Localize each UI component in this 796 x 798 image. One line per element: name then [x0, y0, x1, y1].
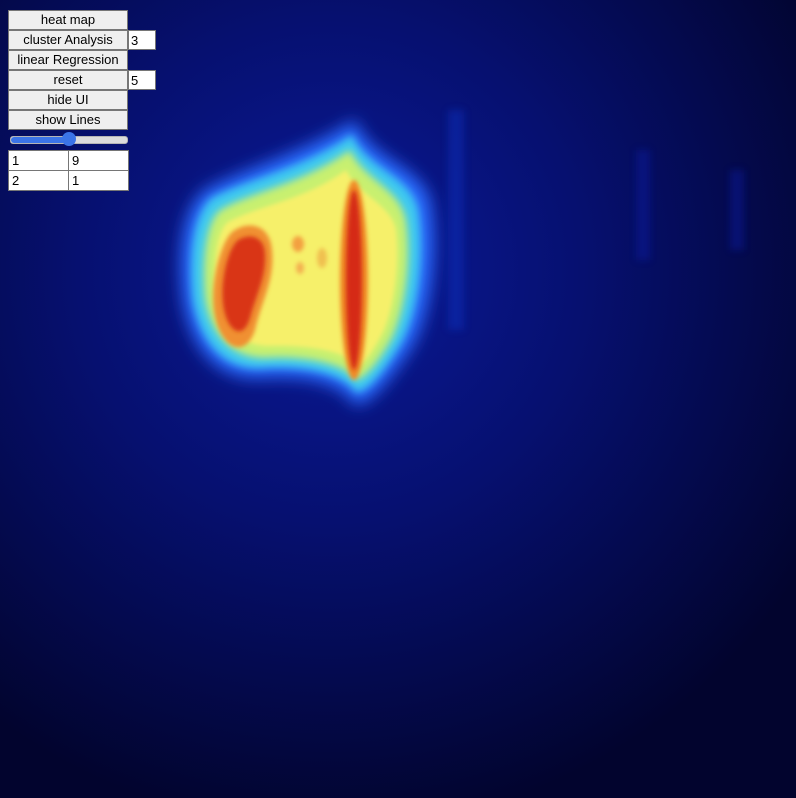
table-cell: 1 — [68, 170, 129, 191]
results-table: 1 9 2 1 — [8, 150, 129, 191]
slider-thumb[interactable] — [62, 132, 76, 146]
table-row: 2 1 — [8, 170, 129, 191]
heatmap-faint-column — [730, 170, 744, 250]
reset-value-input[interactable] — [128, 70, 156, 90]
heatmap-streak-red — [346, 190, 362, 370]
table-cell: 1 — [8, 150, 69, 171]
control-panel: heat map cluster Analysis linear Regress… — [8, 10, 158, 191]
cluster-analysis-button[interactable]: cluster Analysis — [8, 30, 128, 50]
linear-regression-button[interactable]: linear Regression — [8, 50, 128, 70]
heatmap-left-hotspot-red — [222, 236, 266, 332]
table-cell: 2 — [8, 170, 69, 191]
show-lines-button[interactable]: show Lines — [8, 110, 128, 130]
reset-button[interactable]: reset — [8, 70, 128, 90]
table-row: 1 9 — [8, 150, 129, 171]
heatmap-small-spot — [292, 236, 304, 252]
range-slider[interactable] — [8, 130, 128, 150]
heatmap-faint-column — [636, 150, 650, 260]
heat-map-button[interactable]: heat map — [8, 10, 128, 30]
table-cell: 9 — [68, 150, 129, 171]
heatmap-small-spot — [317, 248, 327, 268]
heatmap-faint-column — [448, 110, 464, 330]
heatmap-small-spot — [296, 262, 304, 274]
hide-ui-button[interactable]: hide UI — [8, 90, 128, 110]
slider-track[interactable] — [10, 132, 128, 146]
cluster-count-input[interactable] — [128, 30, 156, 50]
slider-fill — [11, 137, 69, 143]
